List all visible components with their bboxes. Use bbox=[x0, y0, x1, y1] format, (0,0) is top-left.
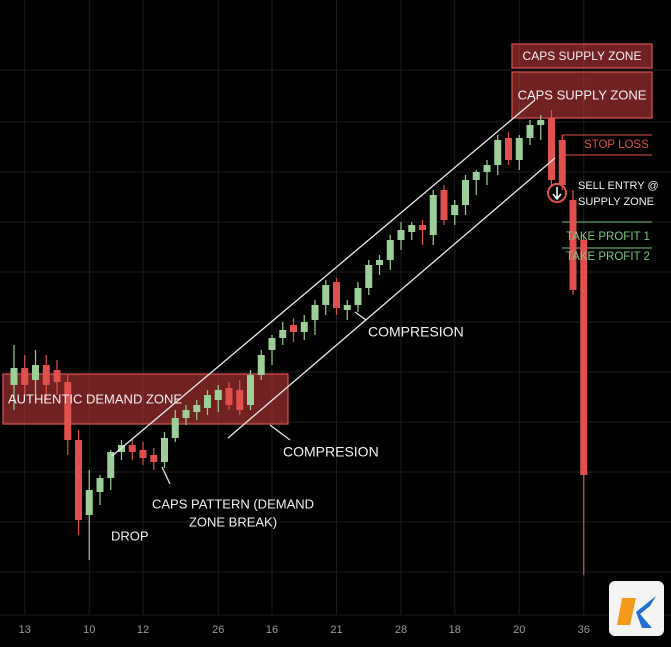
logo bbox=[609, 581, 664, 636]
candle-body bbox=[386, 240, 394, 260]
candle-body bbox=[268, 338, 276, 350]
candle-body bbox=[376, 260, 383, 265]
candle-body bbox=[440, 190, 448, 220]
candle-body bbox=[505, 138, 512, 160]
candle-body bbox=[333, 282, 340, 308]
candle-body bbox=[171, 418, 179, 438]
candle-body bbox=[257, 355, 265, 375]
annotation: COMPRESION bbox=[283, 444, 379, 460]
x-tick-label: 12 bbox=[137, 624, 149, 636]
x-tick-label: 13 bbox=[19, 624, 31, 636]
candle-body bbox=[214, 390, 222, 400]
candle-body bbox=[139, 450, 147, 458]
annotation: CAPS PATTERN (DEMAND bbox=[152, 496, 314, 511]
candle-body bbox=[10, 368, 18, 385]
x-tick-label: 26 bbox=[212, 624, 224, 636]
sell-entry-label: SUPPLY ZONE bbox=[578, 196, 654, 208]
zone-box bbox=[511, 71, 653, 119]
candle-body bbox=[161, 438, 168, 462]
zone-box bbox=[511, 43, 653, 69]
candle-body bbox=[182, 410, 190, 418]
sell-entry-arrow bbox=[552, 187, 562, 201]
candle-body bbox=[419, 225, 426, 230]
candle-body bbox=[451, 205, 459, 215]
candle-body bbox=[311, 305, 319, 320]
candle-body bbox=[343, 305, 351, 310]
candle-body bbox=[290, 325, 297, 332]
level-label: STOP LOSS bbox=[584, 139, 649, 151]
candle-body bbox=[247, 375, 254, 405]
candle-body bbox=[548, 118, 555, 180]
candle-body bbox=[462, 180, 469, 205]
channel-lines bbox=[111, 99, 556, 485]
x-tick-label: 18 bbox=[449, 624, 461, 636]
candle-body bbox=[365, 265, 373, 288]
candle-body bbox=[236, 390, 244, 410]
candle-body bbox=[580, 240, 588, 475]
candle-body bbox=[21, 368, 29, 385]
annotation: COMPRESION bbox=[368, 324, 464, 340]
candle-body bbox=[96, 478, 104, 492]
candle-body bbox=[408, 225, 416, 232]
x-tick-label: 20 bbox=[513, 624, 525, 636]
candle-body bbox=[526, 125, 534, 138]
candle-body bbox=[515, 138, 523, 160]
candle-body bbox=[75, 440, 82, 520]
x-tick-label: 28 bbox=[395, 624, 407, 636]
candle-body bbox=[279, 330, 287, 338]
candle-body bbox=[53, 370, 61, 382]
candle-body bbox=[472, 172, 480, 180]
candle-body bbox=[300, 322, 308, 332]
candle-body bbox=[85, 490, 93, 515]
candle-body bbox=[107, 452, 115, 478]
annotation: ZONE BREAK) bbox=[189, 514, 277, 529]
candle-body bbox=[225, 388, 233, 405]
candle-body bbox=[193, 405, 201, 412]
annotation: DROP bbox=[111, 528, 149, 543]
candle-body bbox=[483, 165, 491, 172]
candle-body bbox=[558, 140, 566, 185]
level-label: TAKE PROFIT 1 bbox=[566, 231, 650, 243]
level-label: TAKE PROFIT 2 bbox=[566, 251, 650, 263]
candle-body bbox=[537, 120, 545, 125]
zone-label: CAPS SUPPLY ZONE bbox=[518, 87, 647, 102]
x-tick-label: 36 bbox=[578, 624, 590, 636]
candle-body bbox=[150, 455, 158, 462]
candle-body bbox=[429, 195, 437, 235]
x-tick-label: 10 bbox=[83, 624, 95, 636]
sell-entry-label: SELL ENTRY @ bbox=[578, 180, 659, 192]
zone-label: AUTHENTIC DEMAND ZONE bbox=[8, 391, 182, 406]
candle-body bbox=[204, 395, 211, 408]
candle-body bbox=[354, 288, 362, 305]
candle-body bbox=[322, 285, 330, 305]
candle-body bbox=[32, 365, 39, 380]
candle-body bbox=[569, 200, 577, 290]
x-tick-label: 21 bbox=[330, 624, 342, 636]
sell-entry-marker bbox=[547, 183, 567, 203]
zone-label: CAPS SUPPLY ZONE bbox=[523, 49, 642, 63]
candle-body bbox=[397, 230, 405, 240]
x-tick-label: 16 bbox=[266, 624, 278, 636]
candle-body bbox=[494, 140, 502, 165]
candle-body bbox=[42, 365, 50, 385]
candle-body bbox=[128, 445, 136, 452]
candle-body bbox=[64, 382, 72, 440]
